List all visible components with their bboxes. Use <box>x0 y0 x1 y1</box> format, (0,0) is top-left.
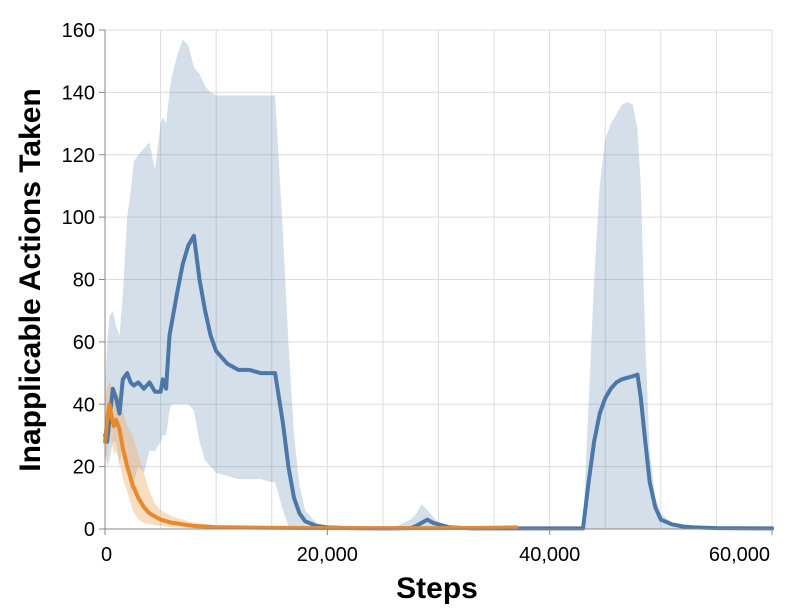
y-tick-label: 60 <box>73 332 95 354</box>
series-lines <box>103 233 774 531</box>
x-axis-title: Steps <box>396 572 478 605</box>
y-tick-label: 80 <box>73 270 95 292</box>
confidence-bands <box>105 39 772 530</box>
y-tick-label: 0 <box>84 519 95 541</box>
y-tick-label: 140 <box>62 82 95 104</box>
axes: 0 20 40 60 80 100 120 140 160 0 20,000 40,000 60,000 <box>62 20 773 566</box>
grid <box>104 29 773 530</box>
y-tick-label: 40 <box>73 394 95 416</box>
series-2-band <box>105 379 517 529</box>
y-tick-label: 20 <box>73 457 95 479</box>
series-2-line <box>103 402 519 531</box>
x-tick-label: 40,000 <box>519 544 580 566</box>
x-tick-label: 20,000 <box>297 544 358 566</box>
series-1-line <box>103 233 774 531</box>
x-tick-label: 60,000 <box>709 544 770 566</box>
y-tick-label: 120 <box>62 145 95 167</box>
y-tick-label: 100 <box>62 207 95 229</box>
series-1-band <box>105 39 772 530</box>
y-axis-title: Inapplicable Actions Taken <box>14 88 47 471</box>
y-tick-label: 160 <box>62 20 95 42</box>
x-tick-label: 0 <box>101 544 112 566</box>
